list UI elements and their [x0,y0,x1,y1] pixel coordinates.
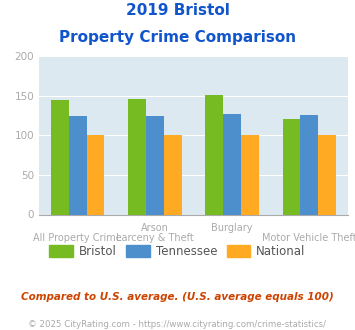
Text: All Property Crime: All Property Crime [33,233,122,243]
Bar [87,135,104,214]
Bar [69,116,87,214]
Text: Motor Vehicle Theft: Motor Vehicle Theft [262,233,355,243]
Bar [164,135,181,214]
Bar [146,116,164,214]
Text: Arson: Arson [141,223,169,233]
Legend: Bristol, Tennessee, National: Bristol, Tennessee, National [45,241,310,263]
Bar [223,114,241,214]
Text: Burglary: Burglary [211,223,253,233]
Text: Compared to U.S. average. (U.S. average equals 100): Compared to U.S. average. (U.S. average … [21,292,334,302]
Bar [241,135,259,214]
Text: Property Crime Comparison: Property Crime Comparison [59,30,296,45]
Bar [128,99,146,214]
Text: 2019 Bristol: 2019 Bristol [126,3,229,18]
Bar [51,100,69,214]
Text: Larceny & Theft: Larceny & Theft [116,233,194,243]
Text: © 2025 CityRating.com - https://www.cityrating.com/crime-statistics/: © 2025 CityRating.com - https://www.city… [28,320,327,329]
Bar [300,115,318,214]
Bar [283,119,300,214]
Bar [206,95,223,214]
Bar [318,135,336,214]
